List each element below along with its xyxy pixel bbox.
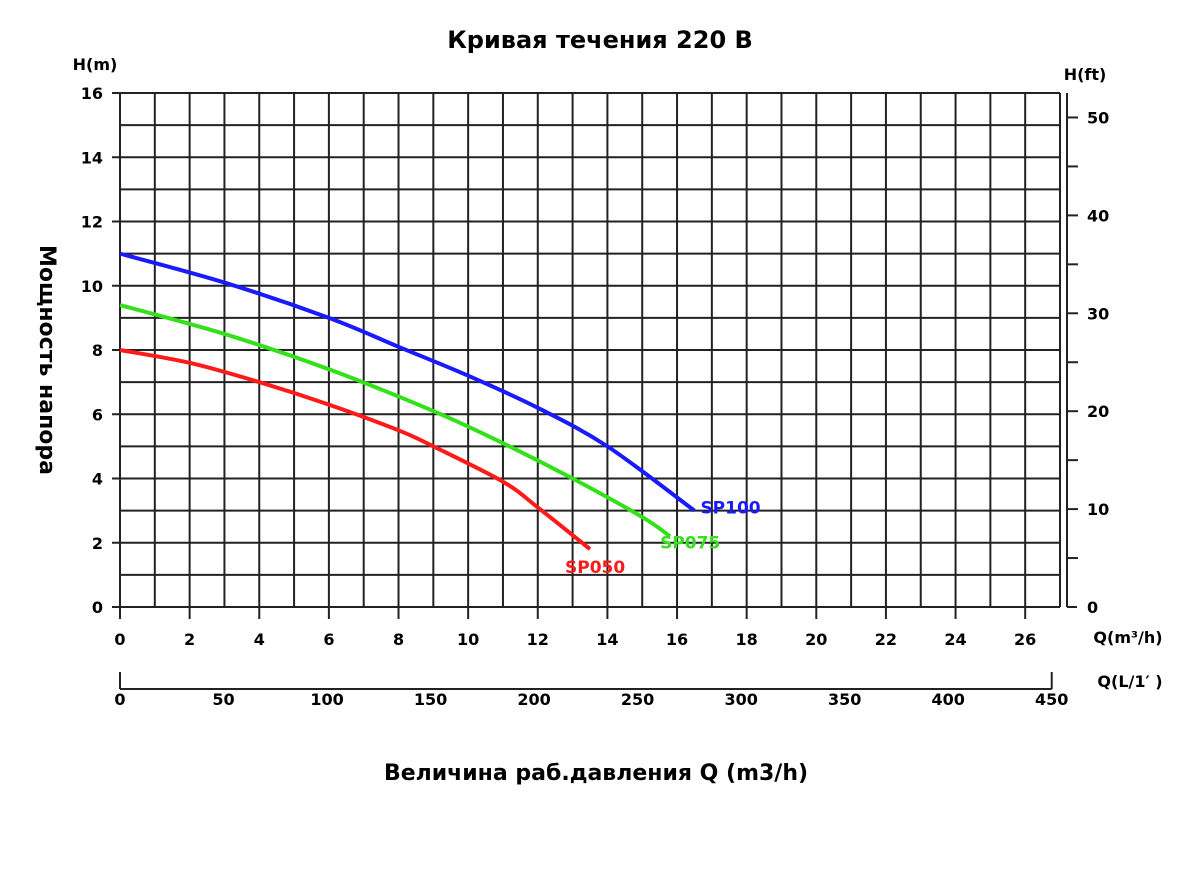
series-line-sp050 — [119, 348, 592, 551]
x2-tick-label: 50 — [212, 690, 234, 709]
x2-tick-label: 450 — [1035, 690, 1068, 709]
y-tick-label: 10 — [81, 277, 103, 296]
x2-tick-label: 150 — [414, 690, 447, 709]
x-tick-label: 24 — [944, 630, 966, 649]
y-tick-label: 0 — [92, 598, 103, 617]
y-left-unit: H(m) — [73, 55, 118, 74]
y2-tick-label: 30 — [1087, 304, 1109, 323]
x2-tick-label: 200 — [517, 690, 550, 709]
x-tick-label: 26 — [1014, 630, 1036, 649]
y-tick-label: 14 — [81, 148, 103, 167]
x-tick-label: 6 — [323, 630, 334, 649]
x2-tick-label: 300 — [724, 690, 757, 709]
y2-tick-label: 0 — [1087, 598, 1098, 617]
y2-tick-label: 10 — [1087, 500, 1109, 519]
y-right-unit: H(ft) — [1064, 65, 1107, 84]
y-tick-label: 12 — [81, 213, 103, 232]
x-tick-label: 4 — [254, 630, 265, 649]
series-label-sp100: SP100 — [700, 499, 760, 519]
x2-tick-label: 400 — [931, 690, 964, 709]
x-tick-label: 0 — [114, 630, 125, 649]
y-tick-label: 2 — [92, 534, 103, 553]
x-unit: Q(m³/h) — [1093, 628, 1162, 647]
y-tick-label: 6 — [92, 405, 103, 424]
x2-unit: Q(L/1′ ) — [1097, 672, 1162, 691]
x-tick-label: 2 — [184, 630, 195, 649]
x-tick-label: 12 — [527, 630, 549, 649]
y-axis-label: Мощность напора — [34, 245, 59, 475]
series-label-sp075: SP075 — [660, 533, 720, 553]
x2-tick-label: 0 — [114, 690, 125, 709]
y-tick-label: 16 — [81, 84, 103, 103]
x-tick-label: 20 — [805, 630, 827, 649]
x-tick-label: 22 — [875, 630, 897, 649]
series-line-sp100 — [119, 251, 696, 513]
series-label-sp050: SP050 — [565, 558, 625, 578]
x-tick-label: 16 — [666, 630, 688, 649]
y2-tick-label: 20 — [1087, 402, 1109, 421]
y2-tick-label: 40 — [1087, 206, 1109, 225]
y-tick-label: 4 — [92, 470, 103, 489]
x-axis-label: Величина раб.давления Q (m3/h) — [384, 761, 808, 786]
x-tick-label: 10 — [457, 630, 479, 649]
x-tick-label: 8 — [393, 630, 404, 649]
y2-tick-label: 50 — [1087, 108, 1109, 127]
series-group: SP100 SP075 SP050 — [119, 251, 761, 578]
x2-tick-label: 250 — [621, 690, 654, 709]
series-line-sp075 — [119, 303, 672, 538]
x2-tick-label: 100 — [310, 690, 343, 709]
grid — [119, 92, 1061, 608]
chart-title: Кривая течения 220 В — [447, 26, 753, 54]
x-tick-label: 14 — [596, 630, 618, 649]
x-tick-label: 18 — [736, 630, 758, 649]
x2-tick-label: 350 — [828, 690, 861, 709]
y-tick-label: 8 — [92, 341, 103, 360]
